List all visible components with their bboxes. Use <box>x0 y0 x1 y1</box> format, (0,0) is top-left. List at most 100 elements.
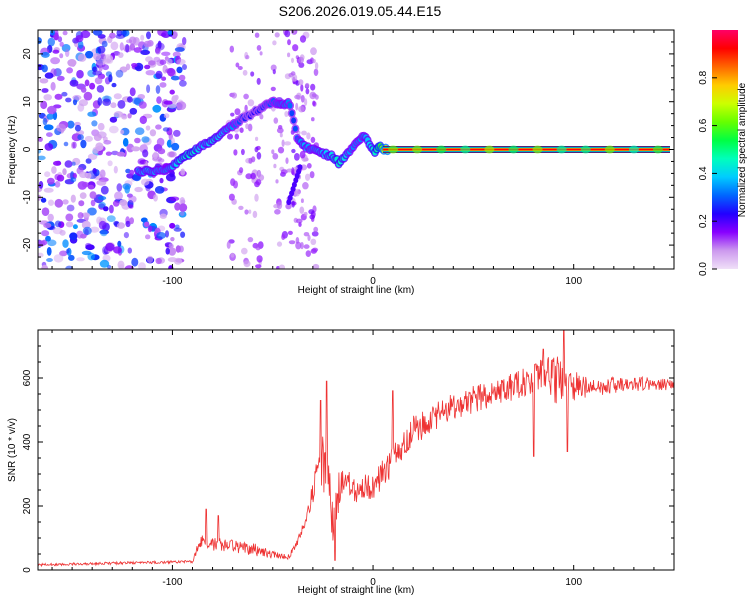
spectrogram-noise-cell <box>64 160 73 168</box>
spectrogram-noise-cell <box>129 87 136 97</box>
spectrogram-x-tick-label: 0 <box>370 276 376 287</box>
spectrogram-noise-cell <box>38 155 46 161</box>
spectrogram-noise-cell <box>40 100 48 110</box>
spectrogram-noise-cell <box>96 85 105 93</box>
spectrogram-noise-cell <box>154 186 165 194</box>
spectrogram-noise-cell <box>165 247 170 255</box>
spectrogram-noise-cell <box>101 40 108 48</box>
spectrogram-noise-cell <box>54 220 62 228</box>
spectrogram-noise-cell <box>310 47 317 56</box>
spectrogram-noise-cell <box>247 99 255 107</box>
spectrogram-noise-cell <box>159 82 167 88</box>
spectrogram-noise-cell <box>305 82 310 88</box>
spectrogram-noise-cell <box>134 137 141 144</box>
snr-series-line <box>38 330 674 568</box>
spectrogram-noise-cell <box>65 248 70 254</box>
spectrogram-noise-cell <box>252 210 258 218</box>
spectrogram-noise-cell <box>310 136 316 143</box>
spectrogram-noise-cell <box>250 172 256 180</box>
spectrogram-noise-cell <box>146 31 151 40</box>
spectrogram-noise-cell <box>303 211 308 217</box>
spectrogram-noise-cell <box>53 160 62 166</box>
spectrogram-ridge-cell <box>292 125 298 132</box>
spectrogram-noise-cell <box>255 136 259 141</box>
spectrogram-noise-cell <box>285 157 289 164</box>
spectrogram-noise-cell <box>161 76 167 81</box>
spectrogram-noise-cell <box>173 227 182 232</box>
spectrogram-noise-cell <box>156 96 162 104</box>
spectrogram-noise-cell <box>81 250 92 256</box>
spectrogram-noise-cell <box>274 32 280 38</box>
spectrogram-noise-cell <box>78 40 84 49</box>
spectrogram-noise-cell <box>172 31 178 38</box>
spectrogram-noise-cell <box>291 167 295 175</box>
spectrogram-noise-cell <box>129 217 134 225</box>
spectrogram-noise-cell <box>241 148 245 156</box>
spectrogram-noise-cell <box>255 244 261 251</box>
spectrogram-noise-cell <box>38 37 42 45</box>
spectrogram-noise-cell <box>38 240 45 247</box>
spectrogram-noise-cell <box>292 44 299 52</box>
spectrogram-noise-cell <box>179 203 188 212</box>
colorbar-tick-label: 0.2 <box>698 214 709 228</box>
figure-title: S206.2026.019.05.44.E15 <box>279 3 442 19</box>
spectrogram-noise-cell <box>155 257 162 265</box>
spectrogram-noise-cell <box>238 205 244 210</box>
spectrogram-line-band <box>652 145 663 154</box>
spectrogram-noise-cell <box>165 173 176 182</box>
spectrogram-noise-cell <box>169 222 176 229</box>
spectrogram-noise-cell <box>144 64 151 70</box>
spectrogram-noise-cell <box>131 97 142 105</box>
spectrogram-noise-cell <box>239 127 244 133</box>
spectrogram-noise-cell <box>156 232 166 239</box>
spectrogram-noise-cell <box>230 112 235 117</box>
spectrogram-noise-cell <box>140 34 145 41</box>
colorbar-label: Normalized spectral amplitude <box>737 82 748 217</box>
spectrogram-noise-cell <box>102 58 112 64</box>
spectrogram-noise-cell <box>77 103 85 112</box>
spectrogram-noise-cell <box>291 148 296 154</box>
spectrogram-line-band <box>532 145 543 154</box>
spectrogram-noise-cell <box>56 75 65 81</box>
spectrogram-noise-cell <box>82 226 92 235</box>
spectrogram-noise-cell <box>155 48 161 55</box>
spectrogram-noise-cell <box>166 58 173 65</box>
spectrogram-noise-cell <box>62 199 69 205</box>
colorbar-gradient <box>712 30 738 269</box>
spectrogram-noise-cell <box>146 255 154 264</box>
spectrogram-noise-cell <box>254 32 260 38</box>
spectrogram-noise-cell <box>245 123 249 130</box>
spectrogram-noise-cell <box>120 129 125 135</box>
spectrogram-noise-cell <box>231 92 237 99</box>
spectrogram-noise-cell <box>85 242 92 249</box>
spectrogram-noise-cell <box>272 40 277 46</box>
spectrogram-y-tick-label: 20 <box>22 48 33 60</box>
spectrogram-noise-cell <box>117 240 122 248</box>
spectrogram-noise-cell <box>310 238 317 245</box>
spectrogram-noise-cell <box>243 93 249 100</box>
spectrogram-noise-cell <box>46 247 52 256</box>
spectrogram-noise-cell <box>72 224 78 230</box>
spectrogram-noise-cell <box>46 258 53 262</box>
snr-x-tick-label: 0 <box>370 577 376 588</box>
spectrogram-noise-cell <box>313 68 319 77</box>
spectrogram-noise-cell <box>307 234 311 241</box>
spectrogram-y-tick-label: -10 <box>22 190 33 205</box>
spectrogram-noise-cell <box>227 133 233 140</box>
spectrogram-noise-cell <box>254 193 259 202</box>
spectrogram-noise-cell <box>276 201 283 210</box>
spectrogram-noise-cell <box>67 59 77 67</box>
spectrogram-noise-cell <box>167 67 176 77</box>
spectrogram-noise-cell <box>105 151 112 156</box>
spectrogram-line-band <box>412 145 423 154</box>
spectrogram-noise-cell <box>70 194 76 203</box>
spectrogram-noise-cell <box>174 202 181 211</box>
spectrogram-noise-cell <box>117 222 125 229</box>
spectrogram-noise-cell <box>98 220 107 230</box>
spectrogram-noise-cell <box>59 250 68 257</box>
spectrogram-ridge-cell <box>287 102 293 109</box>
spectrogram-noise-cell <box>133 47 142 53</box>
spectrogram-noise-cell <box>145 70 156 76</box>
spectrogram-noise-cell <box>312 59 316 64</box>
